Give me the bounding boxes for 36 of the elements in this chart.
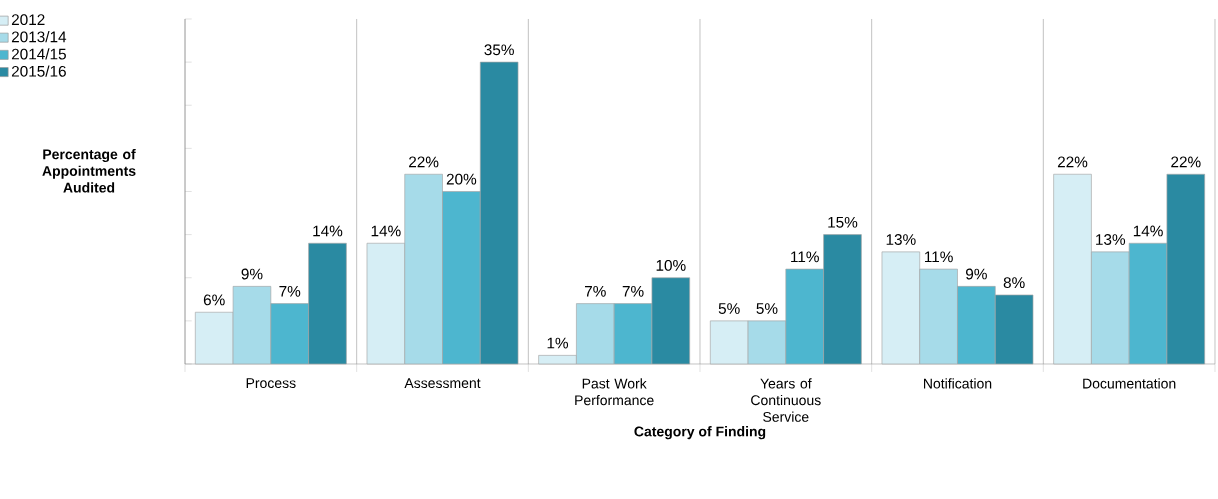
data-label: 14% — [1133, 225, 1163, 237]
data-label: 11% — [791, 251, 819, 263]
legend-label: 2014/15 — [11, 48, 66, 60]
data-label: 9% — [966, 268, 987, 280]
x-tick-label: Documentation — [1083, 378, 1176, 389]
data-label: 14% — [371, 225, 401, 237]
x-tick-label: Years of Continuous Service — [751, 378, 821, 422]
data-label: 20% — [446, 173, 477, 185]
data-label: 15% — [828, 216, 858, 228]
data-label: 9% — [241, 268, 263, 280]
data-label: 22% — [1057, 156, 1088, 168]
data-label: 22% — [409, 156, 439, 168]
data-label: 5% — [718, 303, 740, 314]
data-label: 5% — [756, 303, 778, 314]
data-label: 1% — [547, 337, 569, 349]
y-axis-title: Percentage of Appointments Audited — [42, 148, 136, 193]
data-label: 13% — [1096, 234, 1126, 245]
data-label: 35% — [484, 44, 514, 56]
data-label: 8% — [1003, 277, 1025, 289]
x-tick-label: Assessment — [404, 378, 481, 389]
legend-label: 2012 — [11, 14, 45, 26]
data-label: 6% — [203, 294, 225, 306]
x-tick-label: Process — [246, 378, 296, 389]
data-label: 14% — [313, 225, 343, 237]
legend-label: 2015/16 — [11, 65, 66, 77]
data-label: 13% — [886, 234, 916, 245]
data-label: 11% — [925, 251, 953, 263]
data-label: 7% — [622, 285, 644, 297]
data-label: 7% — [279, 285, 301, 297]
data-label: 10% — [656, 259, 686, 271]
x-tick-label: Past Work Performance — [575, 378, 654, 406]
x-tick-label: Notification — [924, 378, 992, 389]
data-label: 7% — [585, 285, 606, 297]
legend-label: 2013/14 — [11, 31, 67, 43]
x-axis-title: Category of Finding — [634, 426, 766, 440]
data-label: 22% — [1171, 156, 1201, 168]
